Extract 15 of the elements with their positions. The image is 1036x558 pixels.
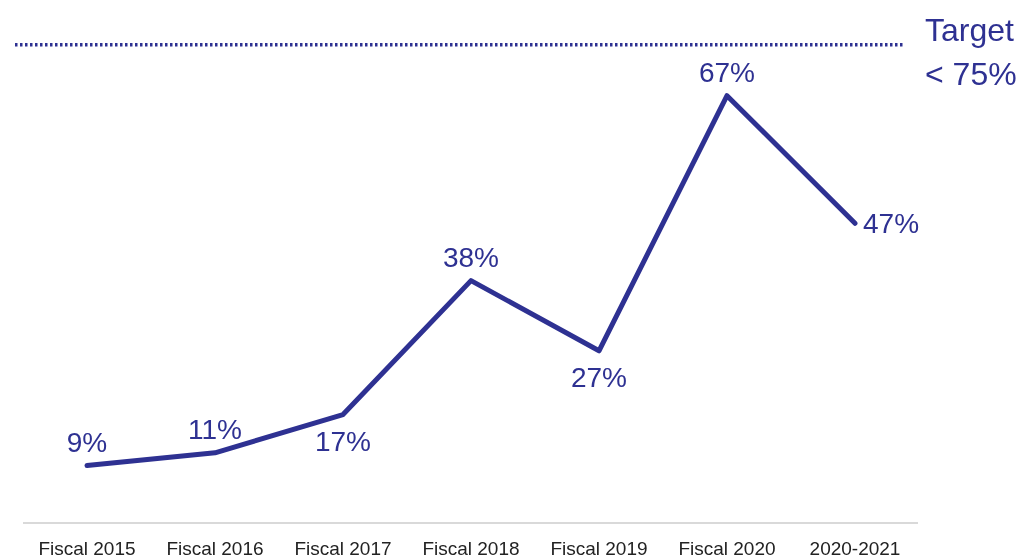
x-tick-label: Fiscal 2016	[166, 538, 264, 558]
x-tick-label: 2020-2021	[809, 538, 901, 558]
data-label: 9%	[66, 426, 108, 458]
x-tick-label: Fiscal 2019	[550, 538, 648, 558]
x-tick-label: Fiscal 2018	[422, 538, 520, 558]
data-label: 47%	[863, 208, 920, 240]
data-label: 11%	[188, 413, 242, 445]
data-label: 67%	[698, 56, 756, 88]
data-label: 38%	[442, 241, 500, 273]
x-tick-label: Fiscal 2020	[678, 538, 776, 558]
x-tick-label: Fiscal 2017	[294, 538, 392, 558]
data-label: 27%	[570, 361, 628, 393]
x-tick-label: Fiscal 2015	[38, 538, 136, 558]
ref-line-label: Target < 75%	[925, 11, 1017, 92]
data-label: 17%	[314, 425, 372, 457]
